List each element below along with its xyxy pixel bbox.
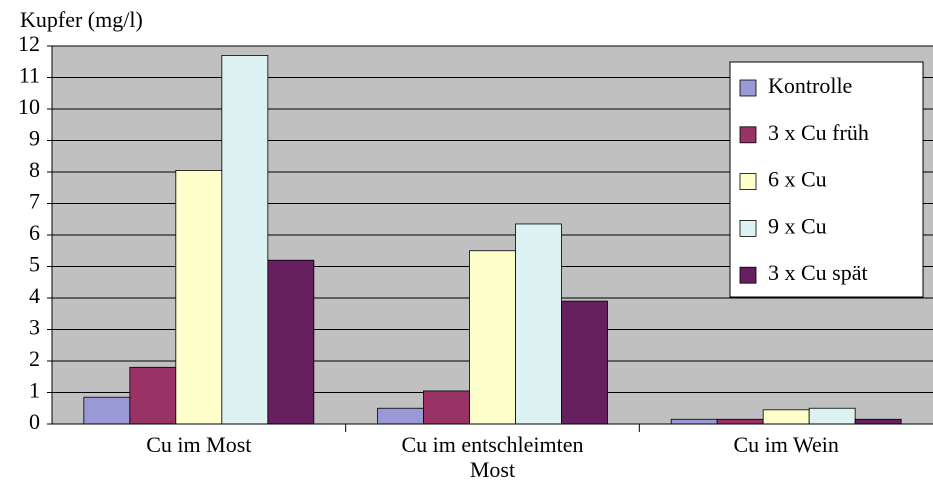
y-tick-label: 6: [29, 220, 40, 245]
y-axis-label: Kupfer (mg/l): [20, 7, 143, 32]
bar: [716, 418, 764, 425]
bar: [808, 407, 856, 425]
y-tick-label: 12: [18, 31, 40, 56]
bar: [83, 396, 131, 425]
legend-label: Kontrolle: [768, 73, 852, 98]
x-tick-label: Cu im Most: [146, 432, 252, 457]
y-tick-label: 11: [19, 63, 40, 88]
legend-swatch: [739, 173, 757, 191]
legend-swatch: [739, 79, 757, 97]
y-tick-label: 5: [29, 252, 40, 277]
legend-label: 9 x Cu: [768, 213, 827, 238]
legend-label: 6 x Cu: [768, 167, 827, 192]
bar: [423, 390, 470, 425]
x-tick-label: Cu im entschleimten Most: [401, 432, 584, 482]
bar: [175, 170, 223, 425]
y-tick-label: 10: [18, 94, 40, 119]
y-tick-label: 1: [29, 378, 40, 403]
bar: [854, 418, 902, 425]
bar: [515, 223, 562, 425]
x-tick-label: Cu im Wein: [733, 432, 839, 457]
bar: [469, 250, 516, 425]
bar: [267, 259, 315, 425]
legend-box: [729, 61, 924, 298]
bar: [129, 366, 177, 425]
bar: [670, 418, 718, 425]
legend-swatch: [739, 266, 757, 284]
legend-swatch: [739, 126, 757, 144]
y-tick-label: 7: [29, 189, 40, 214]
bar: [377, 407, 424, 425]
y-tick-label: 0: [29, 409, 40, 434]
legend-label: 3 x Cu spät: [768, 260, 868, 285]
legend-label: 3 x Cu früh: [768, 120, 869, 145]
y-tick-label: 2: [29, 346, 40, 371]
bar: [221, 55, 269, 425]
y-tick-label: 8: [29, 157, 40, 182]
y-tick-label: 4: [29, 283, 40, 308]
y-tick-label: 9: [29, 126, 40, 151]
bar: [561, 300, 608, 425]
bar: [762, 409, 810, 425]
legend-swatch: [739, 219, 757, 237]
y-tick-label: 3: [29, 315, 40, 340]
